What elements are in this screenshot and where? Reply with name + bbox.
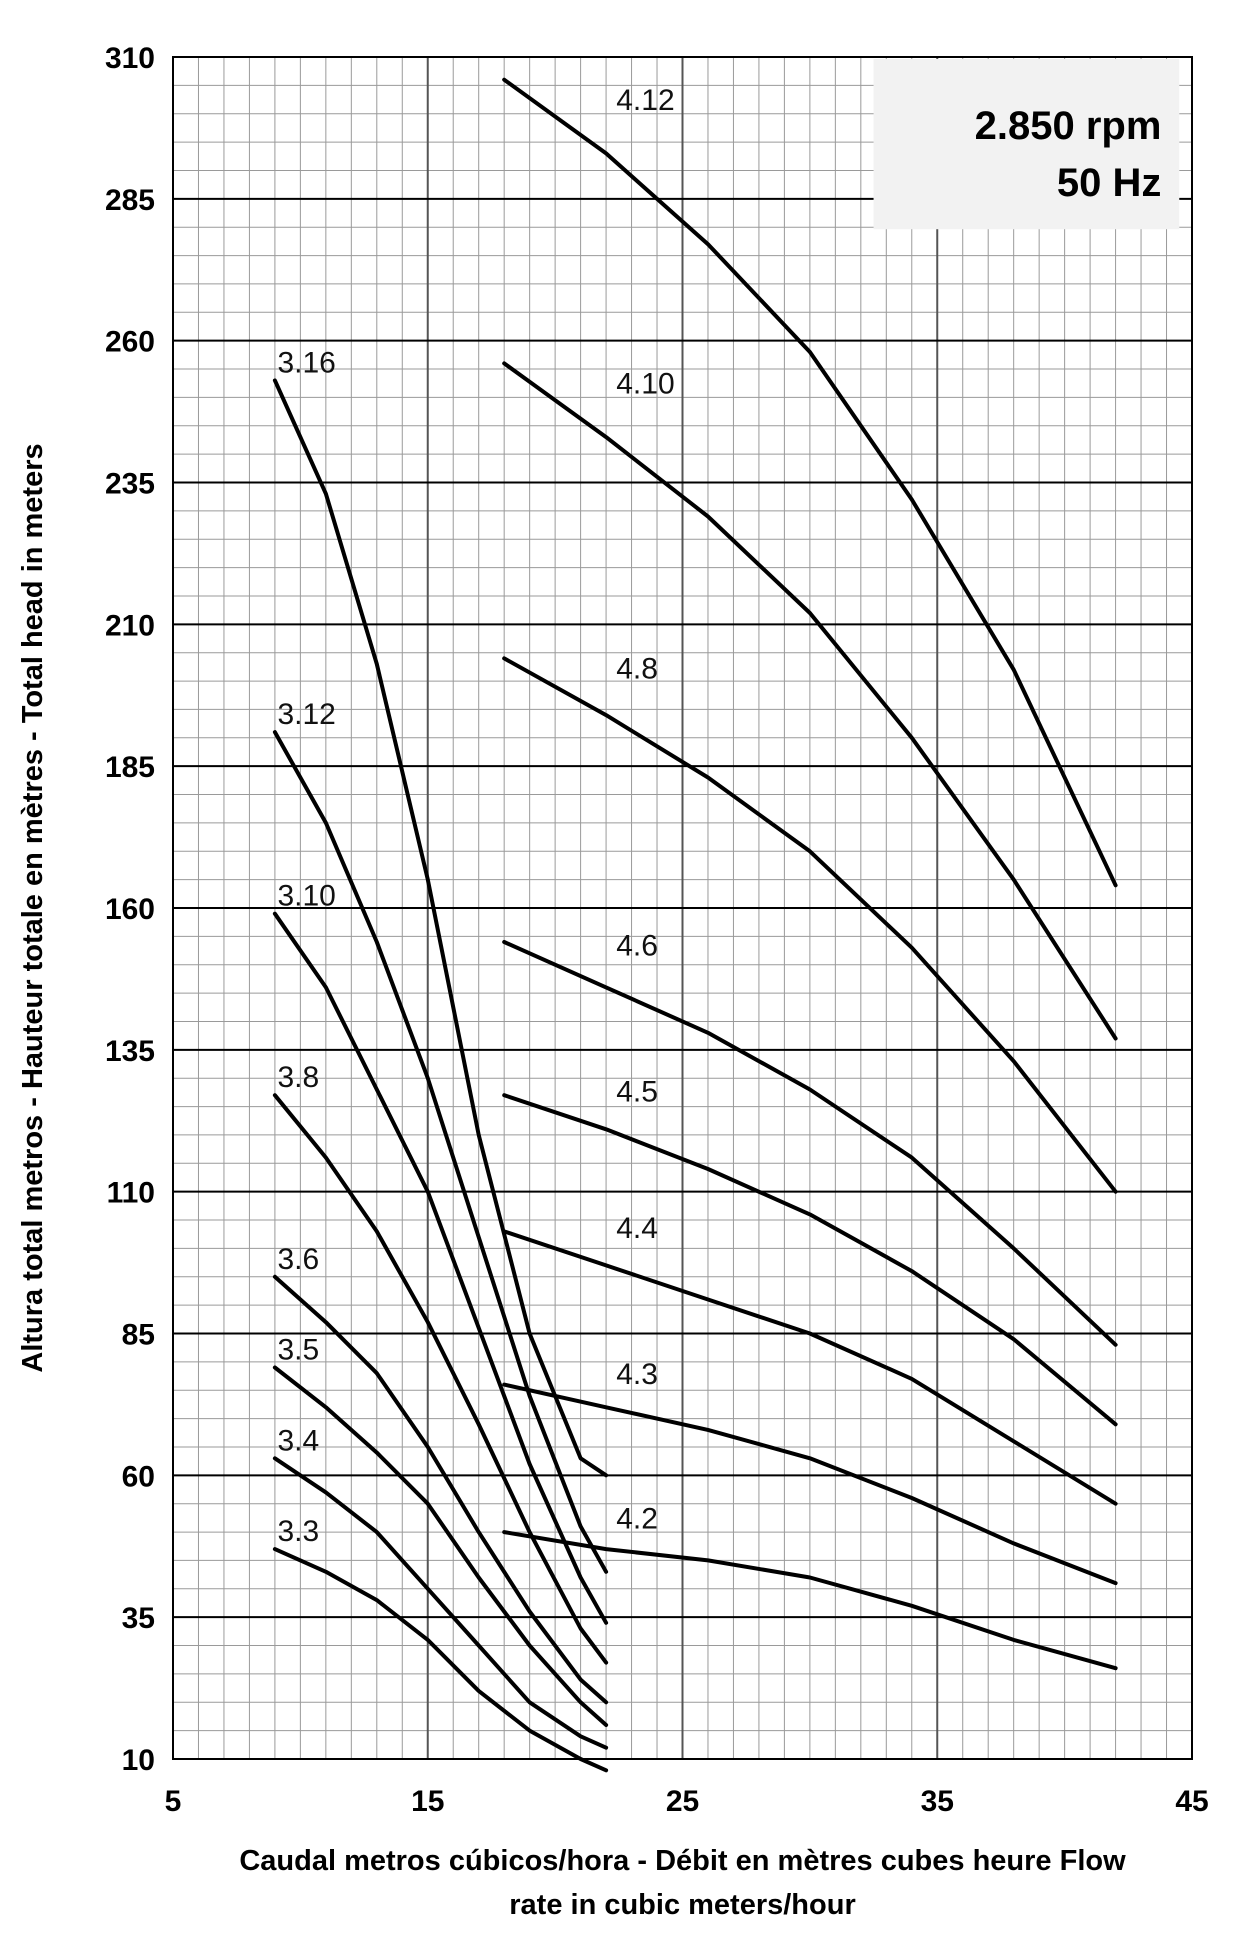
series-line-4-5 xyxy=(502,1093,1118,1427)
series-label-3-4: 3.4 xyxy=(277,1424,319,1457)
series-label-3-10: 3.10 xyxy=(277,880,335,913)
y-tick-label: 10 xyxy=(122,1744,155,1777)
series-line-3-8 xyxy=(272,1093,609,1665)
series-line-3-5 xyxy=(272,1365,609,1727)
y-tick-label: 235 xyxy=(105,468,155,501)
series-label-4-12: 4.12 xyxy=(616,84,674,117)
series-label-3-3: 3.3 xyxy=(277,1515,319,1548)
y-tick-labels: 10 35 60 85 110 135 160 185 210 235 260 285 310 xyxy=(105,42,155,1777)
series-line-4-10 xyxy=(502,361,1118,1041)
y-tick-label: 60 xyxy=(122,1460,155,1493)
series-line-4-2 xyxy=(502,1530,1118,1671)
y-tick-label: 210 xyxy=(105,609,155,642)
info-rpm-text: 2.850 rpm xyxy=(975,104,1162,148)
y-tick-label: 285 xyxy=(105,184,155,217)
y-tick-label: 185 xyxy=(105,751,155,784)
series-label-3-12: 3.12 xyxy=(277,698,335,731)
info-box: 2.850 rpm 50 Hz xyxy=(873,59,1180,230)
series-label-4-6: 4.6 xyxy=(616,929,658,962)
y-tick-label: 35 xyxy=(122,1602,155,1635)
series-line-3-6 xyxy=(272,1274,609,1705)
x-axis-title-line-1: Caudal metros cúbicos/hora - Débit en mè… xyxy=(239,1845,1126,1877)
info-box-background xyxy=(873,59,1180,230)
series-line-4-4 xyxy=(502,1229,1118,1506)
series-label-3-8: 3.8 xyxy=(277,1061,319,1094)
series-line-3-10 xyxy=(272,911,609,1625)
series-label-4-5: 4.5 xyxy=(616,1076,658,1109)
y-axis-title: Altura total metros - Hauteur totale en … xyxy=(17,443,49,1372)
x-tick-label: 35 xyxy=(921,1785,954,1818)
x-tick-label: 25 xyxy=(666,1785,699,1818)
curve-labels: 3.3 3.4 3.5 3.6 3.8 3.10 3.12 3.16 4.2 4.3 4.4 4.5 4… xyxy=(277,84,674,1548)
series-label-3-16: 3.16 xyxy=(277,346,335,379)
y-tick-label: 85 xyxy=(122,1319,155,1352)
x-axis-title-line-2: rate in cubic meters/hour xyxy=(509,1889,856,1921)
series-line-3-16 xyxy=(272,378,609,1478)
y-tick-label: 260 xyxy=(105,326,155,359)
series-line-3-3 xyxy=(272,1547,609,1773)
x-tick-label: 15 xyxy=(411,1785,444,1818)
y-tick-label: 160 xyxy=(105,893,155,926)
series-label-4-8: 4.8 xyxy=(616,652,658,685)
series-line-3-12 xyxy=(272,730,609,1574)
series-label-3-5: 3.5 xyxy=(277,1334,319,1367)
series-label-4-4: 4.4 xyxy=(616,1212,658,1245)
plot-area-frame xyxy=(172,56,1193,1760)
y-tick-label: 110 xyxy=(107,1177,155,1210)
x-tick-label: 5 xyxy=(165,1785,182,1818)
y-tick-label: 135 xyxy=(105,1035,155,1068)
y-tick-label: 310 xyxy=(105,42,155,75)
series-line-4-6 xyxy=(502,940,1118,1347)
series-line-4-3 xyxy=(502,1382,1118,1586)
series-label-3-6: 3.6 xyxy=(277,1243,319,1276)
x-tick-labels: 5 15 25 35 45 xyxy=(165,1785,1209,1818)
series-label-4-3: 4.3 xyxy=(616,1358,658,1391)
series-label-4-2: 4.2 xyxy=(616,1502,658,1535)
series-label-4-10: 4.10 xyxy=(616,368,674,401)
x-tick-label: 45 xyxy=(1175,1785,1208,1818)
info-frequency-text: 50 Hz xyxy=(1057,161,1162,205)
series-line-4-8 xyxy=(502,656,1118,1194)
series-lines xyxy=(272,77,1118,1773)
series-line-4-12 xyxy=(502,77,1118,888)
series-line-3-4 xyxy=(272,1456,609,1750)
